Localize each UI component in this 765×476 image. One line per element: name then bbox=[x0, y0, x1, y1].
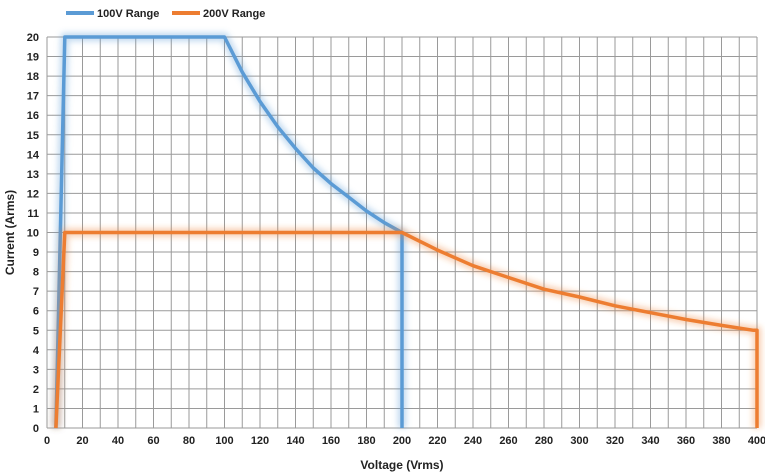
x-tick-label: 260 bbox=[499, 435, 517, 447]
y-tick-label: 13 bbox=[27, 169, 39, 181]
y-tick-label: 4 bbox=[33, 345, 40, 357]
x-tick-label: 200 bbox=[393, 435, 411, 447]
series-1 bbox=[51, 32, 407, 429]
x-tick-label: 280 bbox=[535, 435, 553, 447]
y-tick-label: 12 bbox=[27, 188, 39, 200]
x-tick-label: 160 bbox=[322, 435, 340, 447]
y-tick-label: 11 bbox=[27, 208, 39, 220]
y-tick-label: 14 bbox=[27, 149, 40, 161]
y-tick-label: 0 bbox=[33, 423, 39, 435]
x-tick-label: 140 bbox=[286, 435, 304, 447]
x-tick-label: 220 bbox=[428, 435, 446, 447]
series-line bbox=[54, 35, 404, 429]
x-tick-label: 120 bbox=[251, 435, 269, 447]
legend: 100V Range 200V Range bbox=[66, 8, 265, 20]
y-tick-label: 5 bbox=[33, 325, 39, 337]
y-axis-title: Current (Arms) bbox=[3, 190, 17, 275]
x-tick-label: 40 bbox=[112, 435, 124, 447]
x-tick-label: 0 bbox=[44, 435, 50, 447]
y-tick-label: 7 bbox=[33, 286, 39, 298]
x-tick-label: 340 bbox=[641, 435, 659, 447]
x-tick-label: 60 bbox=[147, 435, 159, 447]
y-tick-label: 19 bbox=[27, 52, 39, 64]
legend-item: 100V Range bbox=[66, 8, 159, 20]
y-tick-label: 3 bbox=[33, 364, 39, 376]
series-line bbox=[54, 230, 759, 429]
x-tick-label: 380 bbox=[712, 435, 730, 447]
x-tick-label: 300 bbox=[570, 435, 588, 447]
series-layer bbox=[51, 32, 762, 429]
legend-item: 200V Range bbox=[172, 8, 265, 20]
x-tick-label: 240 bbox=[464, 435, 482, 447]
x-tick-label: 180 bbox=[357, 435, 375, 447]
y-tick-label: 20 bbox=[27, 32, 39, 44]
legend-label: 100V Range bbox=[97, 8, 159, 20]
y-tick-label: 9 bbox=[33, 247, 39, 259]
y-tick-label: 1 bbox=[33, 403, 39, 415]
y-tick-label: 18 bbox=[27, 71, 39, 83]
x-tick-label: 80 bbox=[183, 435, 195, 447]
x-tick-label: 320 bbox=[606, 435, 624, 447]
y-tick-label: 15 bbox=[27, 130, 39, 142]
tick-labels: 0 20 40 60 80 100 120 140 160 180 200 220 240 260 280 3… bbox=[27, 32, 765, 447]
x-tick-label: 100 bbox=[215, 435, 233, 447]
y-tick-label: 2 bbox=[33, 384, 39, 396]
x-axis-title: Voltage (Vrms) bbox=[360, 458, 443, 472]
y-tick-label: 16 bbox=[27, 110, 39, 122]
y-tick-label: 17 bbox=[27, 91, 39, 103]
x-tick-label: 20 bbox=[76, 435, 88, 447]
x-tick-label: 400 bbox=[748, 435, 765, 447]
legend-label: 200V Range bbox=[203, 8, 265, 20]
series-2 bbox=[51, 228, 762, 429]
y-tick-label: 8 bbox=[33, 267, 39, 279]
x-tick-label: 360 bbox=[677, 435, 695, 447]
y-tick-label: 10 bbox=[27, 228, 39, 240]
y-tick-label: 6 bbox=[33, 306, 39, 318]
